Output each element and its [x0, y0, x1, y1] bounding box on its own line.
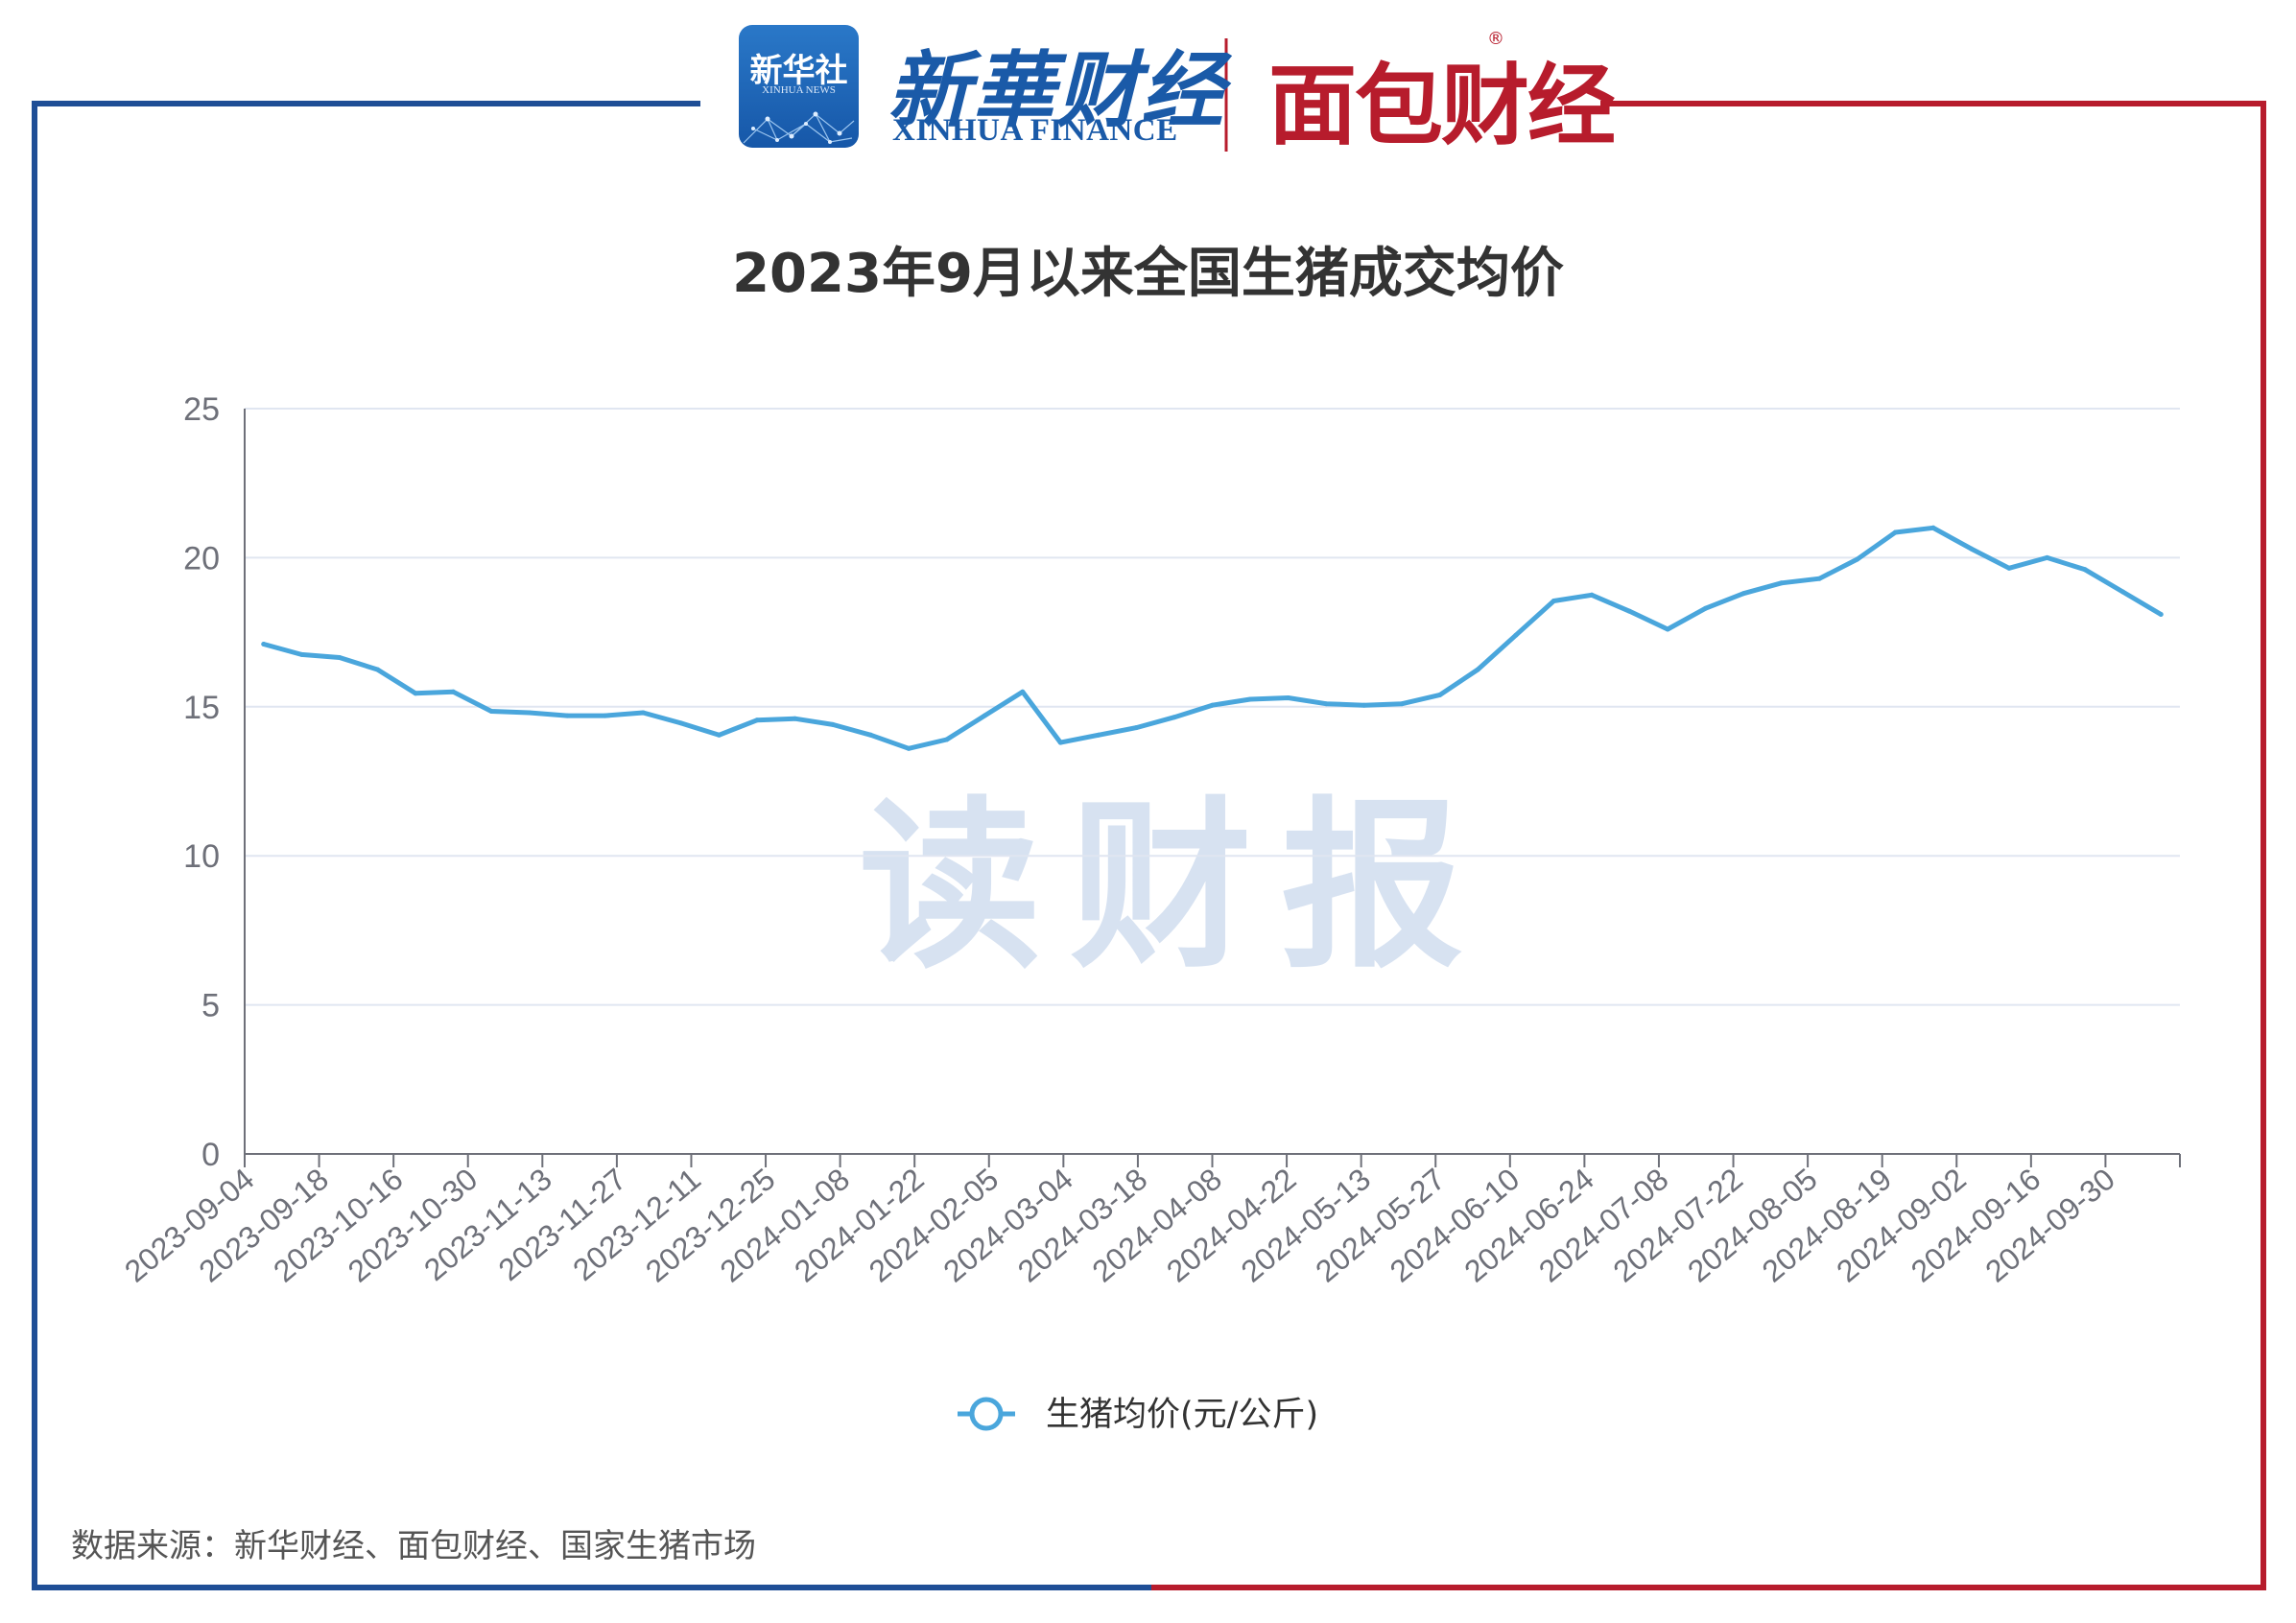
legend-circle-icon	[969, 1397, 1004, 1431]
data-point	[1323, 701, 1329, 707]
y-tick-label: 15	[183, 690, 220, 726]
data-point	[830, 721, 836, 727]
xinhua-badge-en: XINHUA NEWS	[762, 84, 836, 96]
data-point	[603, 713, 608, 718]
series-line	[261, 525, 2164, 751]
data-point	[1550, 599, 1556, 603]
data-point	[1513, 632, 1519, 638]
data-point	[564, 713, 570, 718]
data-point	[2120, 589, 2126, 595]
data-point	[261, 642, 267, 647]
data-point	[1779, 580, 1785, 586]
series-layer	[261, 525, 2164, 751]
x-tick-labels: 2023-09-042023-09-182023-10-162023-10-30…	[118, 1162, 2121, 1289]
data-point	[374, 667, 380, 672]
data-point	[2045, 554, 2050, 560]
xinhua-finance-logo-en: XINHUA FINANCE	[892, 113, 1178, 148]
data-point	[754, 717, 760, 723]
data-point	[716, 732, 722, 738]
data-point	[1816, 576, 1822, 581]
y-tick-label: 0	[201, 1137, 220, 1173]
xinhua-news-logo: 新华社 XINHUA NEWS	[739, 25, 859, 148]
data-point	[1627, 608, 1632, 614]
mianbao-finance-logo: 面包财经	[1268, 55, 1616, 157]
data-point	[1740, 591, 1746, 597]
data-point	[1133, 725, 1139, 731]
data-point	[1057, 740, 1063, 745]
data-point	[982, 713, 987, 718]
data-point	[1892, 529, 1898, 535]
network-pattern-icon	[743, 111, 855, 144]
data-point	[1703, 605, 1709, 611]
data-point	[527, 710, 533, 716]
xinhua-finance-logo-cn: 新華财经	[888, 42, 1225, 139]
data-point	[944, 737, 950, 742]
data-point	[1247, 696, 1253, 702]
data-point	[1020, 689, 1026, 694]
registered-mark: ®	[1487, 29, 1504, 49]
data-point	[488, 709, 494, 714]
legend[interactable]: 生猪均价(元/公斤)	[958, 1396, 1318, 1434]
data-point	[1855, 556, 1860, 562]
data-point	[2006, 565, 2012, 571]
data-point	[1286, 695, 1291, 700]
data-point	[906, 745, 911, 751]
data-point	[1437, 692, 1443, 697]
data-point	[1210, 702, 1215, 708]
xinhua-badge-cn: 新华社	[749, 52, 848, 90]
data-point	[1969, 546, 1974, 552]
y-tick-label: 20	[183, 540, 220, 576]
source-note: 数据来源：新华财经、面包财经、国家生猪市场	[71, 1527, 756, 1565]
chart-title: 2023年9月以来全国生猪成交均价	[732, 243, 1564, 305]
data-point	[793, 716, 797, 721]
data-point	[1930, 525, 1936, 530]
data-point	[1361, 702, 1367, 708]
data-point	[1665, 626, 1670, 632]
data-point	[1589, 592, 1595, 598]
data-point	[1399, 701, 1405, 707]
y-tick-label: 25	[183, 391, 220, 428]
data-point	[678, 720, 684, 726]
y-tick-labels: 0 5 10 15 20 25	[183, 391, 220, 1173]
data-point	[337, 655, 343, 660]
data-point	[413, 691, 418, 696]
y-tick-label: 5	[201, 988, 220, 1024]
data-point	[868, 732, 874, 738]
data-point	[2082, 567, 2088, 573]
data-point	[2158, 612, 2164, 617]
data-point	[640, 710, 646, 716]
y-tick-label: 10	[183, 838, 220, 875]
data-point	[451, 689, 456, 694]
data-point	[1172, 715, 1177, 720]
data-point	[1475, 667, 1480, 672]
legend-label: 生猪均价(元/公斤)	[1046, 1396, 1318, 1434]
axes	[244, 409, 2181, 1167]
data-point	[298, 651, 304, 657]
watermark: 读财报	[859, 781, 1493, 993]
data-point	[1096, 732, 1101, 738]
